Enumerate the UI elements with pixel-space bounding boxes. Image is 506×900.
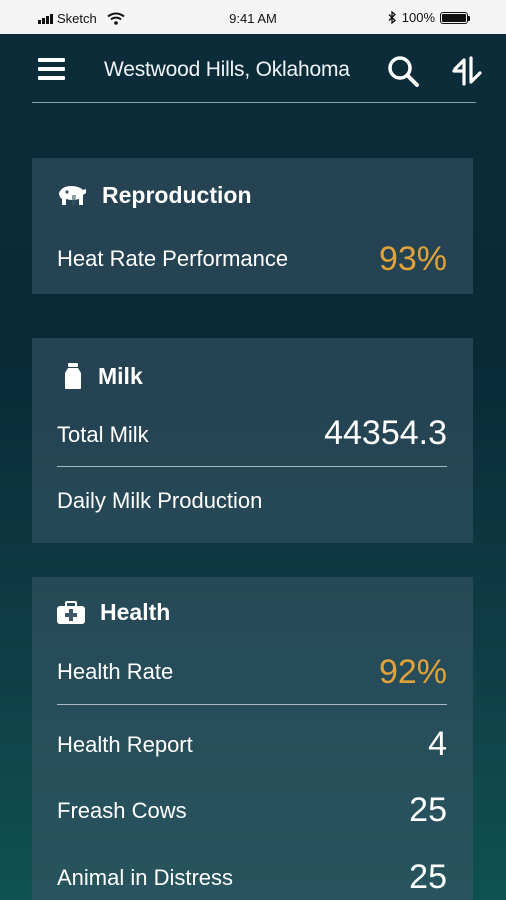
- animal-distress-value: 25: [409, 858, 447, 896]
- header-divider: [32, 102, 476, 103]
- health-header: Health: [56, 599, 170, 626]
- milk-title: Milk: [98, 362, 143, 389]
- battery-icon: [440, 11, 470, 24]
- search-icon[interactable]: [386, 54, 420, 88]
- sort-icon[interactable]: [450, 54, 484, 88]
- status-time: 9:41 AM: [229, 11, 277, 26]
- heat-rate-value: 93%: [378, 240, 447, 278]
- location-title[interactable]: Westwood Hills, Oklahoma: [104, 58, 350, 81]
- health-card[interactable]: Health Health Rate 92% Health Report 4 F…: [32, 577, 473, 900]
- milk-header: Milk: [56, 362, 143, 390]
- milk-can-icon: [65, 363, 81, 389]
- cow-icon: [59, 185, 86, 205]
- milk-divider: [57, 466, 447, 467]
- bluetooth-icon: [388, 11, 396, 24]
- reproduction-title: Reproduction: [102, 182, 252, 208]
- carrier-label: Sketch: [57, 11, 97, 26]
- medical-kit-icon: [57, 600, 85, 624]
- status-left: Sketch: [38, 11, 125, 26]
- heat-rate-label: Heat Rate Performance: [57, 246, 289, 271]
- daily-milk-label[interactable]: Daily Milk Production: [57, 488, 263, 513]
- health-report-value: 4: [428, 725, 447, 763]
- reproduction-card[interactable]: Reproduction Heat Rate Performance 93%: [32, 158, 473, 294]
- status-bar: Sketch 9:41 AM 100%: [0, 0, 506, 34]
- milk-card[interactable]: Milk Total Milk 44354.3 Daily Milk Produ…: [32, 338, 473, 543]
- animal-distress-label[interactable]: Animal in Distress: [57, 865, 234, 890]
- wifi-icon: [107, 12, 125, 25]
- signal-icon: [38, 13, 53, 24]
- status-right: 100%: [388, 10, 470, 25]
- total-milk-value: 44354.3: [324, 414, 447, 452]
- menu-icon[interactable]: [38, 58, 65, 80]
- health-title: Health: [100, 599, 171, 625]
- fresh-cows-label[interactable]: Freash Cows: [57, 798, 187, 823]
- health-rate-value: 92%: [378, 653, 447, 691]
- battery-percent: 100%: [401, 10, 435, 25]
- reproduction-header: Reproduction: [56, 182, 252, 209]
- health-rate-label: Health Rate: [57, 659, 174, 684]
- health-divider: [57, 704, 447, 705]
- fresh-cows-value: 25: [409, 791, 447, 829]
- health-report-label[interactable]: Health Report: [57, 732, 193, 757]
- app-header: Westwood Hills, Oklahoma: [0, 34, 506, 104]
- total-milk-label: Total Milk: [57, 422, 149, 447]
